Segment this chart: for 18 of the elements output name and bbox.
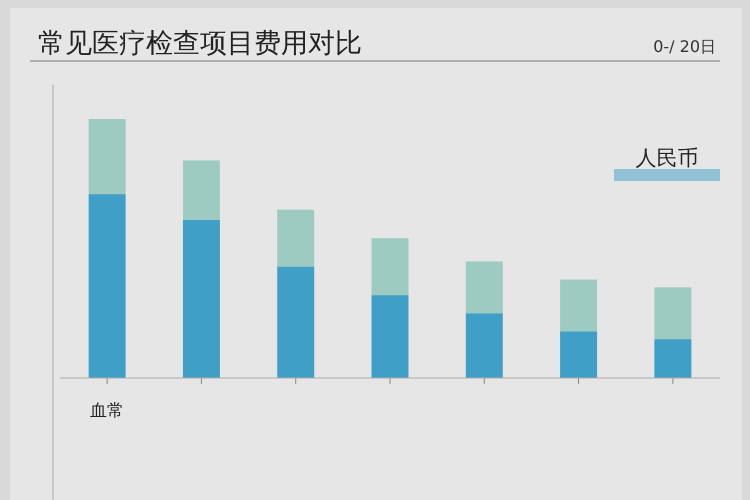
bar [372,238,408,296]
bar [654,287,692,340]
bar [88,194,126,378]
bar [466,313,503,378]
bar [372,295,408,378]
bar [182,220,220,378]
bar [560,331,598,378]
bar [560,280,598,332]
chart-subtitle: 0-/ 20日 [653,37,716,56]
bar [466,261,503,314]
bar [88,119,126,194]
legend: 人民币 [614,146,720,181]
bar [654,339,692,378]
bar [277,266,314,378]
bar [182,160,220,220]
bar [277,210,314,267]
x-tick-label: 血常 [90,401,124,421]
chart-title: 常见医疗检查项目费用对比 [38,28,362,59]
